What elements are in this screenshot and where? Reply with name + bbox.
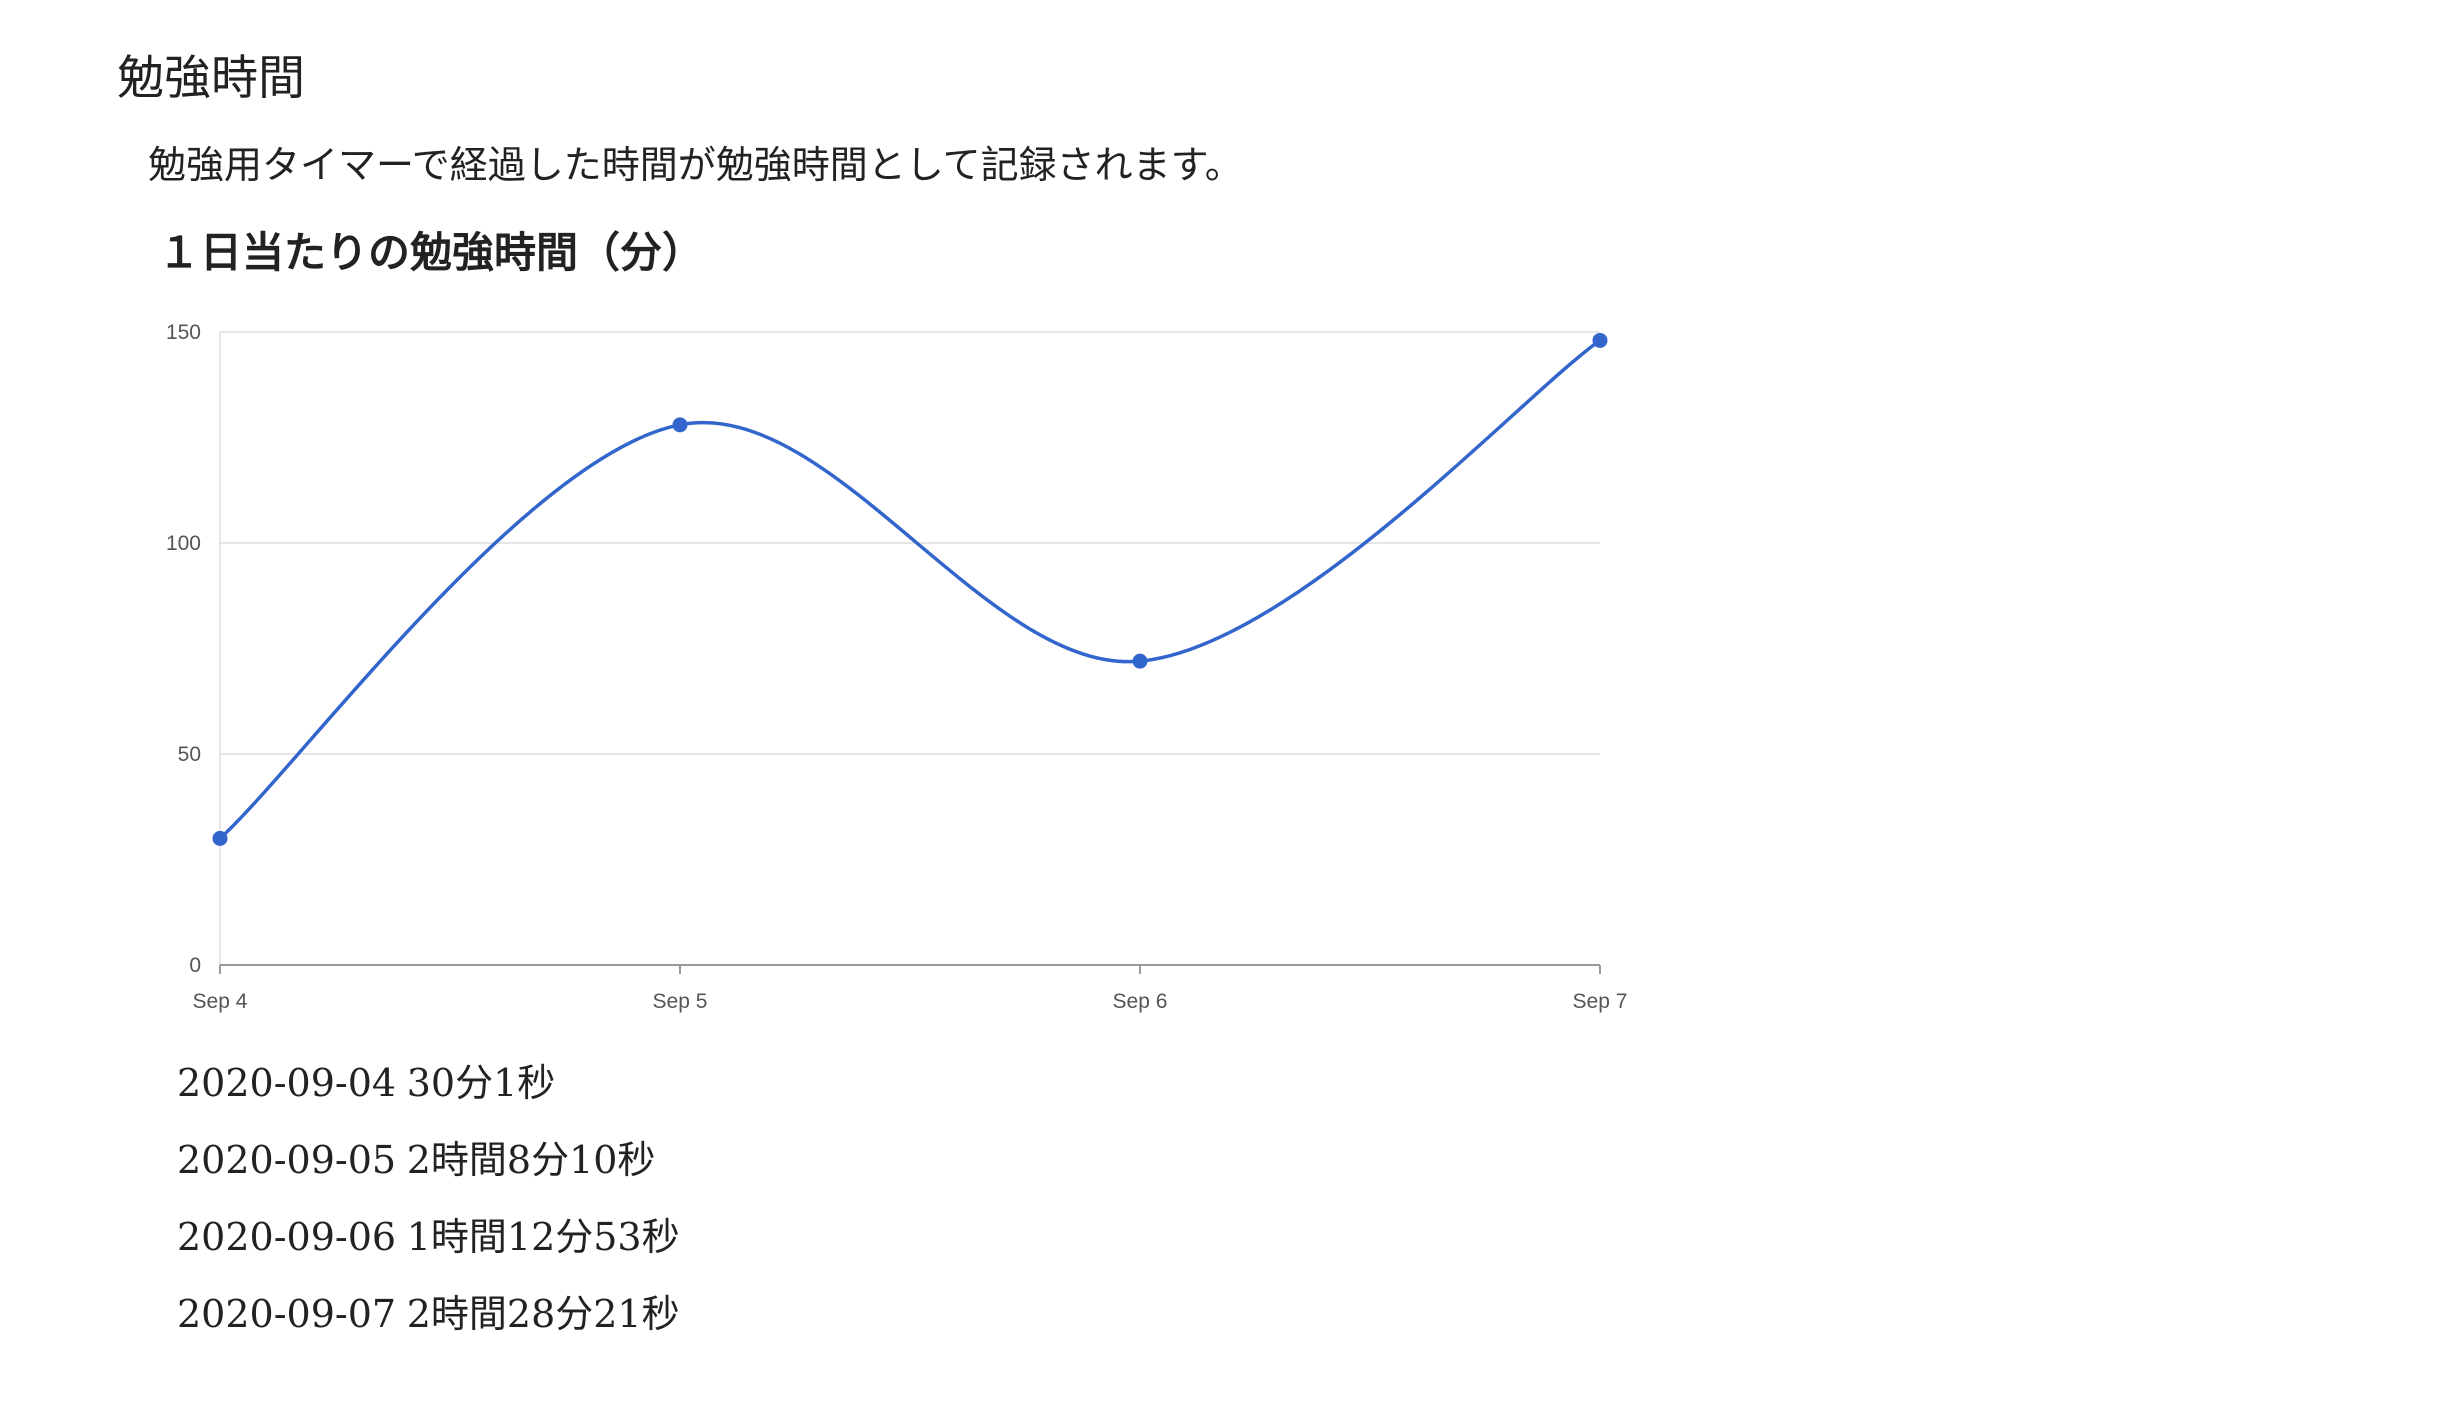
record-duration: 1時間12分53秒 xyxy=(406,1215,680,1259)
x-tick-label: Sep 4 xyxy=(193,990,248,1013)
record-duration: 2時間28分21秒 xyxy=(406,1292,680,1336)
study-records-list: 2020-09-04 30分1秒 2020-09-05 2時間8分10秒 2020-… xyxy=(177,1045,680,1353)
x-tick-label: Sep 6 xyxy=(1113,990,1168,1013)
study-time-chart: 0 50 100 150 Sep 4 Sep 5 Sep 6 Sep 7 xyxy=(166,321,1628,1013)
record-date: 2020-09-07 xyxy=(177,1292,397,1336)
x-tick-label: Sep 7 xyxy=(1573,990,1628,1013)
data-point xyxy=(672,417,688,433)
record-item: 2020-09-05 2時間8分10秒 xyxy=(177,1122,680,1199)
page-title: 勉強時間 xyxy=(117,51,305,106)
record-duration: 2時間8分10秒 xyxy=(406,1138,656,1182)
record-item: 2020-09-07 2時間28分21秒 xyxy=(177,1276,680,1353)
series-line xyxy=(218,339,1602,840)
page-description: 勉強用タイマーで経過した時間が勉強時間として記録されます。 xyxy=(148,143,1243,187)
y-tick-label: 100 xyxy=(166,532,201,555)
y-tick-label: 50 xyxy=(178,743,201,766)
y-tick-label: 150 xyxy=(166,321,201,344)
record-item: 2020-09-04 30分1秒 xyxy=(177,1045,680,1122)
y-tick-label: 0 xyxy=(189,954,201,977)
data-point xyxy=(1132,653,1148,669)
record-date: 2020-09-04 xyxy=(177,1061,397,1105)
chart-title: １日当たりの勉強時間（分） xyxy=(158,228,705,277)
record-date: 2020-09-06 xyxy=(177,1215,397,1259)
data-point xyxy=(1592,332,1608,348)
data-point xyxy=(212,830,228,846)
line-chart-svg: 0 50 100 150 Sep 4 Sep 5 Sep 6 Sep 7 xyxy=(166,321,1628,1013)
record-item: 2020-09-06 1時間12分53秒 xyxy=(177,1199,680,1276)
x-tick-label: Sep 5 xyxy=(653,990,708,1013)
record-duration: 30分1秒 xyxy=(406,1061,556,1105)
record-date: 2020-09-05 xyxy=(177,1138,397,1182)
